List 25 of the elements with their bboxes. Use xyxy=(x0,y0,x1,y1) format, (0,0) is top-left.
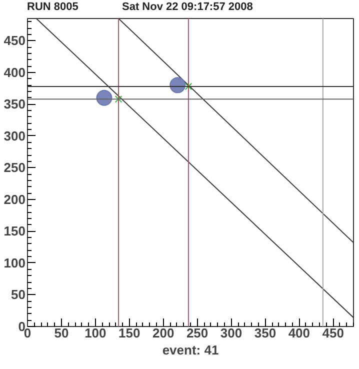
chart-subtitle: Sat Nov 22 09:17:57 2008 xyxy=(122,0,253,15)
x-tick-label: 400 xyxy=(288,326,310,340)
y-tick-label: 100 xyxy=(4,255,26,270)
point xyxy=(184,82,192,90)
y-tick-label: 350 xyxy=(4,96,26,112)
y-tick-label: 150 xyxy=(4,224,26,239)
point xyxy=(96,90,112,106)
x-tick-label: 350 xyxy=(254,326,276,340)
y-tick-label: 200 xyxy=(4,192,26,207)
y-tick-label: 250 xyxy=(4,160,26,176)
x-tick-label: 250 xyxy=(186,326,208,340)
y-tick-label: 300 xyxy=(4,128,26,144)
x-tick-label: 100 xyxy=(84,326,106,340)
x-tick-label: 150 xyxy=(118,326,140,340)
x-tick-label: 450 xyxy=(322,326,344,340)
point xyxy=(114,95,122,103)
point xyxy=(170,77,186,94)
x-tick-label: 300 xyxy=(220,326,242,340)
y-tick-label: 50 xyxy=(11,287,26,302)
y-tick-label: 400 xyxy=(4,64,26,80)
y-tick-label: 450 xyxy=(4,33,26,48)
x-tick-label: 200 xyxy=(152,326,174,340)
x-axis-title: event: 41 xyxy=(162,342,219,358)
x-tick-label: 50 xyxy=(54,326,69,340)
chart-title: RUN 8005 xyxy=(27,0,78,15)
